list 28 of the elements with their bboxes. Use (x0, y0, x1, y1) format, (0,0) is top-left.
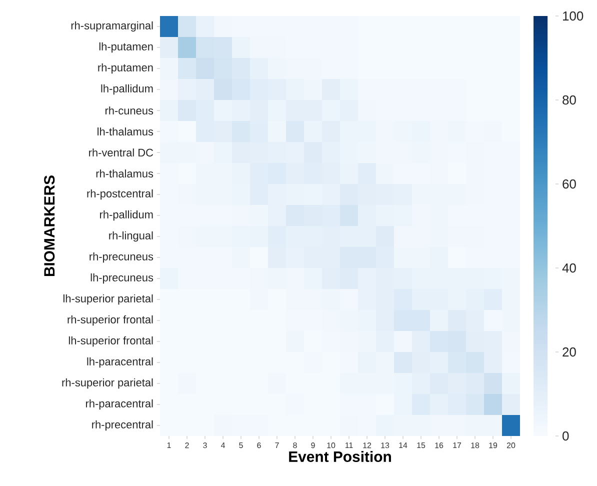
y-tick-label: rh-postcentral (87, 189, 153, 200)
y-tick-label: rh-precentral (92, 420, 153, 431)
y-tick-label: lh-putamen (99, 42, 153, 53)
y-tick-label: rh-paracentral (86, 399, 153, 410)
y-tick-label: rh-thalamus (96, 169, 154, 178)
color-bar-label: 20 (562, 347, 576, 357)
y-tick-label: lh-paracentral (87, 357, 153, 368)
y-tick-label: lh-superior frontal (68, 336, 153, 347)
y-tick-label: lh-thalamus (98, 127, 154, 136)
y-tick-label: lh-precuneus (90, 273, 154, 284)
y-tick-label: rh-pallidum (100, 210, 153, 221)
y-tick-label: rh-precuneus (90, 252, 154, 263)
y-tick-label: rh-superior frontal (68, 315, 153, 326)
y-tick-label: rh-lingual (109, 231, 153, 242)
color-bar-label: 80 (562, 95, 576, 105)
x-axis-title: Event Position (289, 450, 391, 462)
y-tick-label: rh-ventral DC (89, 148, 154, 157)
y-tick-label: lh-pallidum (101, 84, 153, 95)
y-tick-label: rh-superior parietal (62, 378, 153, 389)
color-bar-label: 100 (563, 11, 584, 21)
y-tick-label: lh-superior parietal (63, 294, 153, 305)
y-tick-label: rh-cuneus (105, 106, 154, 115)
color-bar-label: 0 (562, 431, 569, 441)
y-axis-title: BIOMARKERS (44, 176, 55, 276)
y-tick-label: rh-supramarginal (71, 21, 153, 32)
color-bar-label: 60 (562, 179, 576, 189)
color-bar-label: 40 (562, 263, 576, 273)
y-tick-label: rh-putamen (98, 63, 153, 74)
